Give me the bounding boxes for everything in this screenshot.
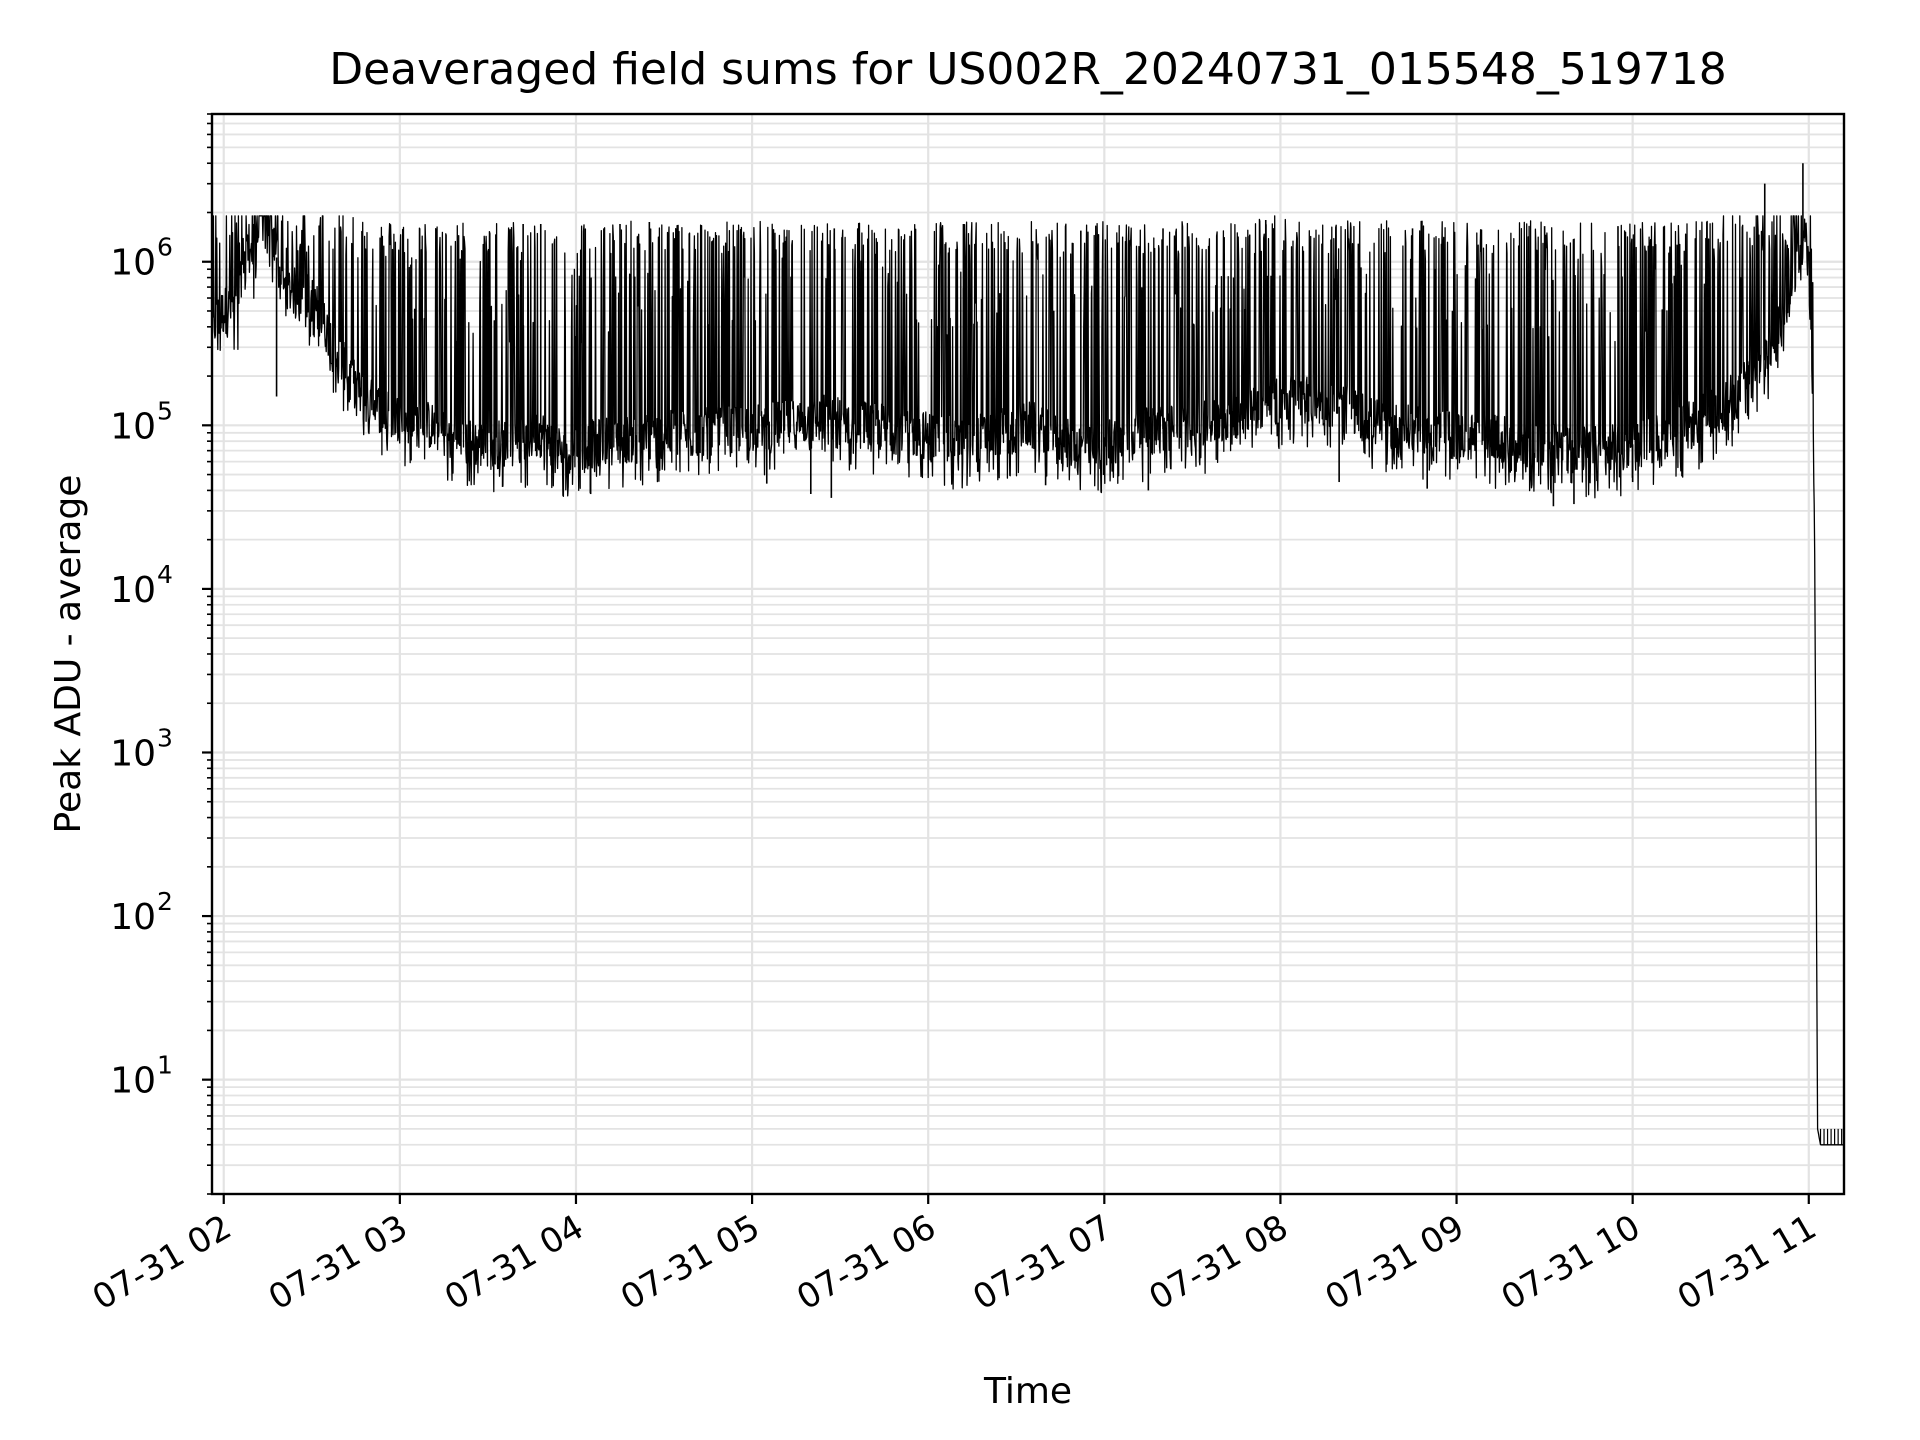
series-line xyxy=(211,215,1845,1146)
y-tick-exponent: 3 xyxy=(157,723,173,752)
y-tick-exponent: 2 xyxy=(157,887,173,916)
y-tick-label: 10 xyxy=(110,570,156,611)
chart-title: Deaveraged field sums for US002R_2024073… xyxy=(329,44,1727,95)
grid-lines xyxy=(212,113,1844,1195)
x-axis-label: Time xyxy=(983,1371,1072,1412)
y-tick-label: 10 xyxy=(110,406,156,447)
y-tick-label: 10 xyxy=(110,1061,156,1102)
y-axis-label: Peak ADU - average xyxy=(48,475,89,834)
y-tick-exponent: 4 xyxy=(157,560,173,589)
series-layer xyxy=(211,163,1845,1146)
axis-ticks xyxy=(202,113,1810,1204)
y-tick-exponent: 6 xyxy=(157,233,173,262)
y-tick-label: 10 xyxy=(110,733,156,774)
y-tick-label: 10 xyxy=(110,897,156,938)
y-tick-exponent: 5 xyxy=(157,396,173,425)
y-tick-label: 10 xyxy=(110,243,156,284)
y-tick-exponent: 1 xyxy=(157,1051,173,1080)
